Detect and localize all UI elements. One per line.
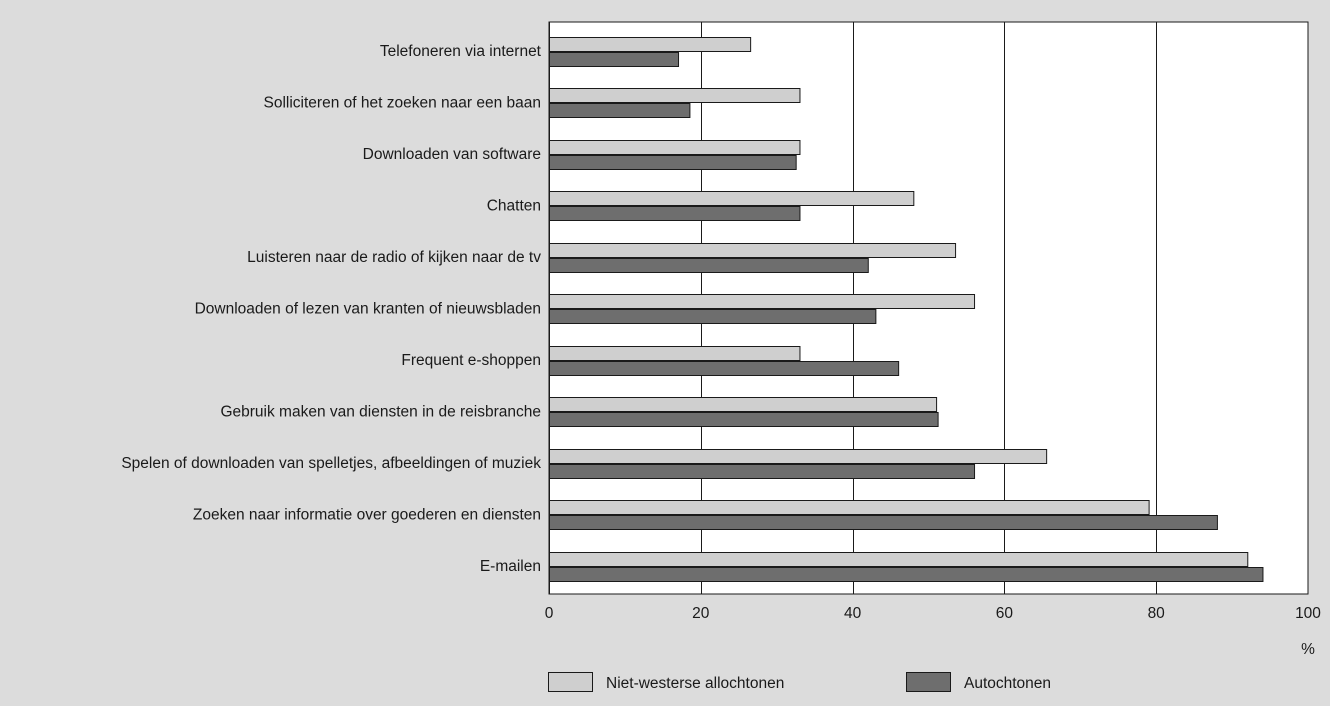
bar-niet-westerse-allochtonen-4 [549, 243, 957, 258]
bar-autochtonen-1 [549, 103, 691, 118]
bar-niet-westerse-allochtonen-7 [549, 397, 938, 412]
bar-niet-westerse-allochtonen-3 [549, 191, 915, 206]
bar-autochtonen-3 [549, 206, 801, 221]
bar-niet-westerse-allochtonen-10 [549, 552, 1249, 567]
category-label: Frequent e-shoppen [401, 352, 541, 369]
bar-niet-westerse-allochtonen-8 [549, 449, 1048, 464]
category-label: Downloaden van software [363, 146, 541, 163]
category-label: Zoeken naar informatie over goederen en … [193, 507, 541, 524]
category-label: Downloaden of lezen van kranten of nieuw… [195, 301, 541, 318]
bar-autochtonen-10 [549, 567, 1264, 582]
bar-autochtonen-7 [549, 412, 939, 427]
legend-label-autochtonen: Autochtonen [964, 675, 1051, 692]
bar-niet-westerse-allochtonen-5 [549, 294, 976, 309]
bar-autochtonen-2 [549, 155, 797, 170]
category-label: Gebruik maken van diensten in de reisbra… [220, 404, 541, 421]
bar-autochtonen-6 [549, 361, 900, 376]
bar-autochtonen-5 [549, 309, 877, 324]
x-tick-label-60: 60 [996, 605, 1014, 622]
x-tick-label-40: 40 [844, 605, 862, 622]
bar-autochtonen-0 [549, 52, 680, 67]
bar-niet-westerse-allochtonen-0 [549, 37, 752, 52]
legend-swatch-niet-westerse-allochtonen [548, 672, 593, 692]
category-label: Luisteren naar de radio of kijken naar d… [247, 249, 541, 266]
legend-swatch-autochtonen [906, 672, 951, 692]
category-label: Telefoneren via internet [380, 43, 542, 60]
legend: Niet-westerse allochtonen Autochtonen [548, 672, 1051, 692]
bar-autochtonen-8 [549, 464, 976, 479]
bar-autochtonen-9 [549, 515, 1218, 530]
bars [549, 37, 1264, 582]
x-tick-label-100: 100 [1295, 605, 1321, 622]
x-tick-labels: 0 20 40 60 80 100 [545, 605, 1322, 622]
category-label: Solliciteren of het zoeken naar een baan [264, 95, 541, 112]
bar-niet-westerse-allochtonen-2 [549, 140, 801, 155]
bar-niet-westerse-allochtonen-6 [549, 346, 801, 361]
x-tick-label-80: 80 [1148, 605, 1166, 622]
x-tick-label-20: 20 [692, 605, 710, 622]
bar-autochtonen-4 [549, 258, 869, 273]
bar-niet-westerse-allochtonen-1 [549, 88, 801, 103]
category-label: E-mailen [480, 558, 541, 575]
bar-niet-westerse-allochtonen-9 [549, 500, 1150, 515]
category-label: Spelen of downloaden van spelletjes, afb… [121, 455, 541, 472]
category-label: Chatten [487, 198, 541, 215]
x-axis-unit-label: % [1301, 641, 1315, 658]
category-labels: Telefoneren via internet Solliciteren of … [121, 43, 541, 575]
legend-label-niet-westerse-allochtonen: Niet-westerse allochtonen [606, 675, 784, 692]
x-tick-label-0: 0 [545, 605, 554, 622]
